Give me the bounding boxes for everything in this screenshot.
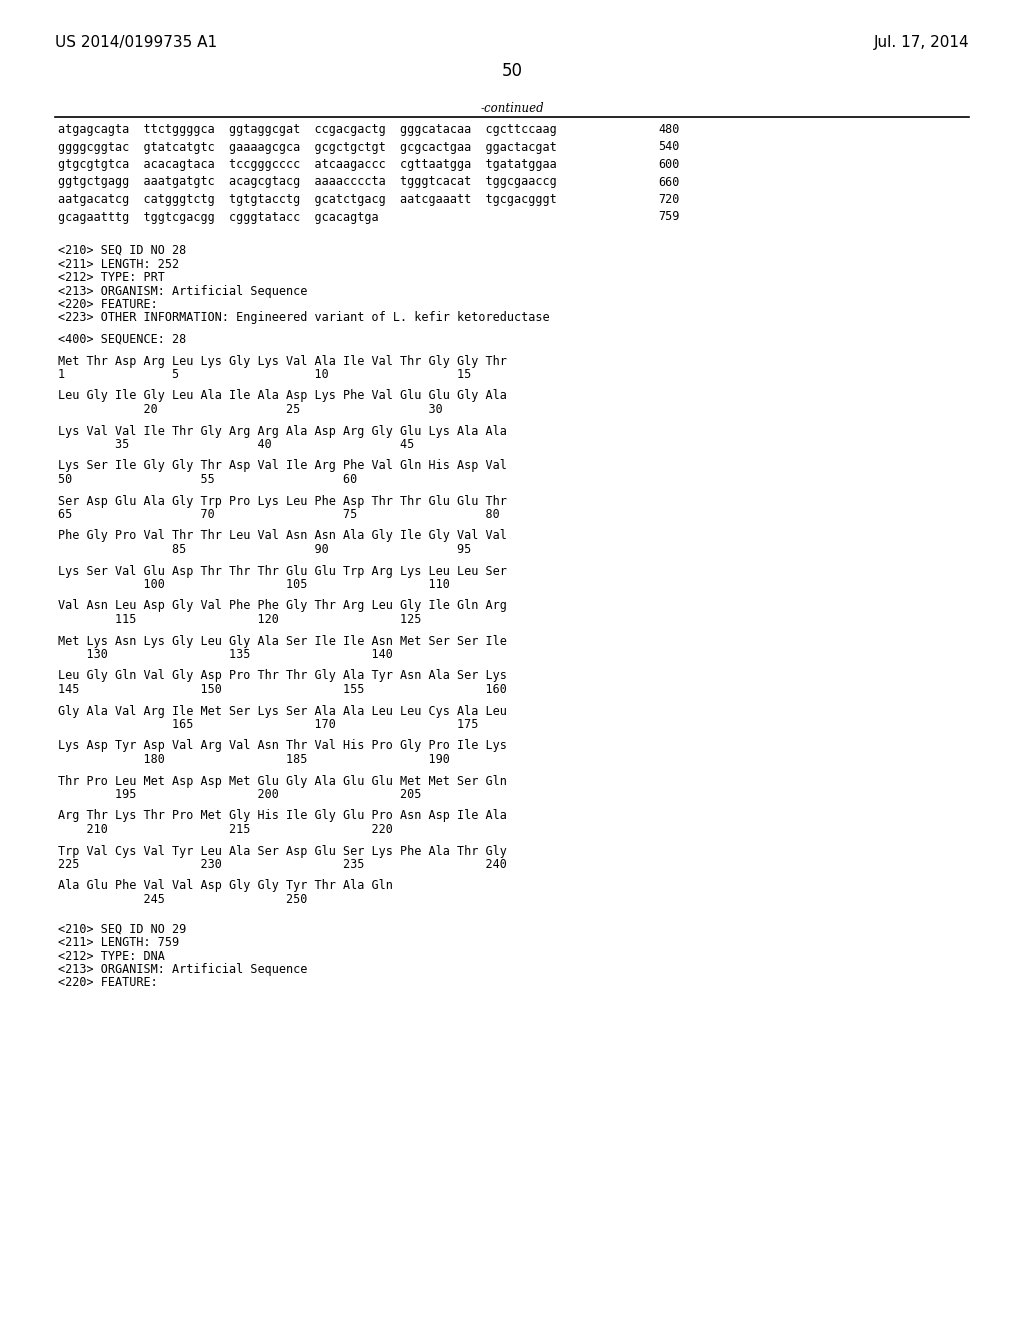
Text: <220> FEATURE:: <220> FEATURE: [58,298,158,312]
Text: Leu Gly Ile Gly Leu Ala Ile Ala Asp Lys Phe Val Glu Glu Gly Ala: Leu Gly Ile Gly Leu Ala Ile Ala Asp Lys … [58,389,507,403]
Text: Met Thr Asp Arg Leu Lys Gly Lys Val Ala Ile Val Thr Gly Gly Thr: Met Thr Asp Arg Leu Lys Gly Lys Val Ala … [58,355,507,367]
Text: Met Lys Asn Lys Gly Leu Gly Ala Ser Ile Ile Asn Met Ser Ser Ile: Met Lys Asn Lys Gly Leu Gly Ala Ser Ile … [58,635,507,648]
Text: gtgcgtgtca  acacagtaca  tccgggcccc  atcaagaccc  cgttaatgga  tgatatggaa: gtgcgtgtca acacagtaca tccgggcccc atcaaga… [58,158,557,172]
Text: 35                  40                  45: 35 40 45 [58,438,415,451]
Text: 20                  25                  30: 20 25 30 [58,403,442,416]
Text: 480: 480 [658,123,679,136]
Text: Leu Gly Gln Val Gly Asp Pro Thr Thr Gly Ala Tyr Asn Ala Ser Lys: Leu Gly Gln Val Gly Asp Pro Thr Thr Gly … [58,669,507,682]
Text: <211> LENGTH: 759: <211> LENGTH: 759 [58,936,179,949]
Text: Phe Gly Pro Val Thr Thr Leu Val Asn Asn Ala Gly Ile Gly Val Val: Phe Gly Pro Val Thr Thr Leu Val Asn Asn … [58,529,507,543]
Text: 660: 660 [658,176,679,189]
Text: Trp Val Cys Val Tyr Leu Ala Ser Asp Glu Ser Lys Phe Ala Thr Gly: Trp Val Cys Val Tyr Leu Ala Ser Asp Glu … [58,845,507,858]
Text: 180                 185                 190: 180 185 190 [58,752,450,766]
Text: 130                 135                 140: 130 135 140 [58,648,393,661]
Text: 540: 540 [658,140,679,153]
Text: Lys Ser Val Glu Asp Thr Thr Thr Glu Glu Trp Arg Lys Leu Leu Ser: Lys Ser Val Glu Asp Thr Thr Thr Glu Glu … [58,565,507,578]
Text: <213> ORGANISM: Artificial Sequence: <213> ORGANISM: Artificial Sequence [58,964,307,975]
Text: 759: 759 [658,210,679,223]
Text: 165                 170                 175: 165 170 175 [58,718,478,731]
Text: <220> FEATURE:: <220> FEATURE: [58,977,158,990]
Text: 50                  55                  60: 50 55 60 [58,473,357,486]
Text: 600: 600 [658,158,679,172]
Text: gcagaatttg  tggtcgacgg  cgggtatacc  gcacagtga: gcagaatttg tggtcgacgg cgggtatacc gcacagt… [58,210,379,223]
Text: aatgacatcg  catgggtctg  tgtgtacctg  gcatctgacg  aatcgaaatt  tgcgacgggt: aatgacatcg catgggtctg tgtgtacctg gcatctg… [58,193,557,206]
Text: 225                 230                 235                 240: 225 230 235 240 [58,858,507,871]
Text: 85                  90                  95: 85 90 95 [58,543,471,556]
Text: ggtgctgagg  aaatgatgtc  acagcgtacg  aaaaccccta  tgggtcacat  tggcgaaccg: ggtgctgagg aaatgatgtc acagcgtacg aaaaccc… [58,176,557,189]
Text: <212> TYPE: PRT: <212> TYPE: PRT [58,271,165,284]
Text: 195                 200                 205: 195 200 205 [58,788,421,801]
Text: -continued: -continued [480,102,544,115]
Text: 210                 215                 220: 210 215 220 [58,822,393,836]
Text: 245                 250: 245 250 [58,894,307,906]
Text: <210> SEQ ID NO 29: <210> SEQ ID NO 29 [58,923,186,936]
Text: <400> SEQUENCE: 28: <400> SEQUENCE: 28 [58,333,186,346]
Text: Thr Pro Leu Met Asp Asp Met Glu Gly Ala Glu Glu Met Met Ser Gln: Thr Pro Leu Met Asp Asp Met Glu Gly Ala … [58,775,507,788]
Text: US 2014/0199735 A1: US 2014/0199735 A1 [55,36,217,50]
Text: Lys Val Val Ile Thr Gly Arg Arg Ala Asp Arg Gly Glu Lys Ala Ala: Lys Val Val Ile Thr Gly Arg Arg Ala Asp … [58,425,507,437]
Text: <223> OTHER INFORMATION: Engineered variant of L. kefir ketoreductase: <223> OTHER INFORMATION: Engineered vari… [58,312,550,325]
Text: Val Asn Leu Asp Gly Val Phe Phe Gly Thr Arg Leu Gly Ile Gln Arg: Val Asn Leu Asp Gly Val Phe Phe Gly Thr … [58,599,507,612]
Text: Ala Glu Phe Val Val Asp Gly Gly Tyr Thr Ala Gln: Ala Glu Phe Val Val Asp Gly Gly Tyr Thr … [58,879,393,892]
Text: Gly Ala Val Arg Ile Met Ser Lys Ser Ala Ala Leu Leu Cys Ala Leu: Gly Ala Val Arg Ile Met Ser Lys Ser Ala … [58,705,507,718]
Text: 145                 150                 155                 160: 145 150 155 160 [58,682,507,696]
Text: Ser Asp Glu Ala Gly Trp Pro Lys Leu Phe Asp Thr Thr Glu Glu Thr: Ser Asp Glu Ala Gly Trp Pro Lys Leu Phe … [58,495,507,507]
Text: Lys Ser Ile Gly Gly Thr Asp Val Ile Arg Phe Val Gln His Asp Val: Lys Ser Ile Gly Gly Thr Asp Val Ile Arg … [58,459,507,473]
Text: 50: 50 [502,62,522,81]
Text: 720: 720 [658,193,679,206]
Text: <211> LENGTH: 252: <211> LENGTH: 252 [58,257,179,271]
Text: <212> TYPE: DNA: <212> TYPE: DNA [58,949,165,962]
Text: Lys Asp Tyr Asp Val Arg Val Asn Thr Val His Pro Gly Pro Ile Lys: Lys Asp Tyr Asp Val Arg Val Asn Thr Val … [58,739,507,752]
Text: <213> ORGANISM: Artificial Sequence: <213> ORGANISM: Artificial Sequence [58,285,307,297]
Text: 1               5                   10                  15: 1 5 10 15 [58,368,471,381]
Text: Jul. 17, 2014: Jul. 17, 2014 [873,36,969,50]
Text: Arg Thr Lys Thr Pro Met Gly His Ile Gly Glu Pro Asn Asp Ile Ala: Arg Thr Lys Thr Pro Met Gly His Ile Gly … [58,809,507,822]
Text: 65                  70                  75                  80: 65 70 75 80 [58,508,500,521]
Text: <210> SEQ ID NO 28: <210> SEQ ID NO 28 [58,244,186,257]
Text: 100                 105                 110: 100 105 110 [58,578,450,591]
Text: ggggcggtac  gtatcatgtc  gaaaagcgca  gcgctgctgt  gcgcactgaa  ggactacgat: ggggcggtac gtatcatgtc gaaaagcgca gcgctgc… [58,140,557,153]
Text: atgagcagta  ttctggggca  ggtaggcgat  ccgacgactg  gggcatacaa  cgcttccaag: atgagcagta ttctggggca ggtaggcgat ccgacga… [58,123,557,136]
Text: 115                 120                 125: 115 120 125 [58,612,421,626]
